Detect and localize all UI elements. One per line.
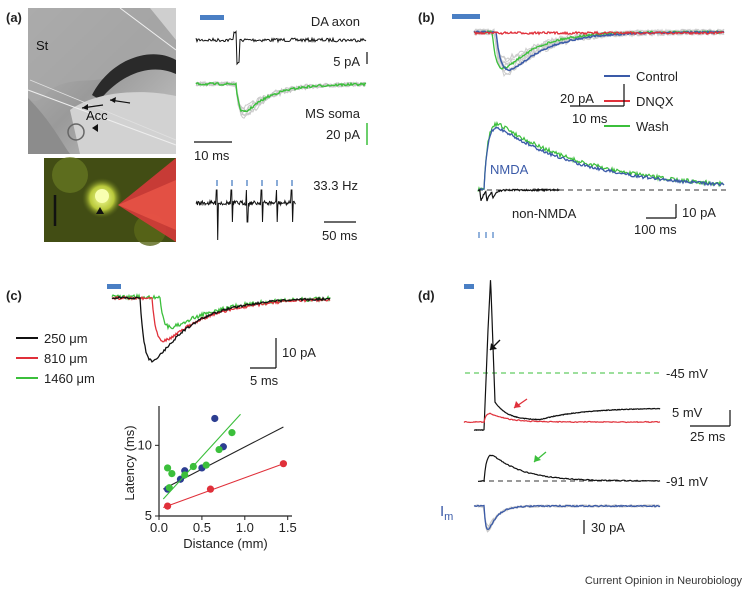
data-point-2 — [202, 461, 210, 469]
im-trace — [473, 504, 661, 531]
legend-control: Control — [636, 69, 678, 84]
panel-b: (b) Control DNQX Wash 20 pA 10 ms NMDA n… — [418, 10, 726, 238]
dnqx-trace — [474, 30, 725, 36]
non-nmda-trace — [477, 187, 560, 202]
stim-bar-a — [200, 15, 224, 20]
v45-label: -45 mV — [666, 366, 708, 381]
panel-b-label: (b) — [418, 10, 435, 25]
y-tick-label: 10 — [138, 437, 152, 452]
arrow-black-head — [490, 343, 497, 350]
x-tick-label: 1.5 — [279, 520, 297, 535]
legend-b: Control DNQX Wash — [604, 69, 678, 134]
data-point-2 — [168, 470, 176, 478]
da-axon-trace — [195, 30, 367, 66]
striatum-label: St — [36, 38, 49, 53]
data-point-2 — [215, 445, 223, 454]
nmda-label: NMDA — [490, 162, 529, 177]
data-point-1 — [279, 460, 288, 468]
panel-a-label: (a) — [6, 10, 22, 25]
x-tick-label: 0.5 — [193, 520, 211, 535]
time-scale-label-train: 50 ms — [322, 228, 358, 243]
legend-c: 250 μm 810 μm 1460 μm — [16, 331, 95, 386]
arrow-green-head — [534, 455, 541, 462]
time-scale-label-b: 10 ms — [572, 111, 608, 126]
amp-scale-label-b2: 10 pA — [682, 205, 716, 220]
freq-label: 33.3 Hz — [313, 178, 358, 193]
legend-wash: Wash — [636, 119, 669, 134]
legend-1460um: 1460 μm — [44, 371, 95, 386]
v91-label: -91 mV — [666, 474, 708, 489]
ms-soma-trace — [195, 81, 367, 113]
da-scale-label: 5 pA — [333, 54, 360, 69]
journal-credit: Current Opinion in Neurobiology — [585, 575, 743, 587]
arrow-red-head — [514, 401, 521, 408]
fluorescence-photo — [44, 157, 176, 246]
panel-c: (c) 250 μm 810 μm 1460 μm 10 pA 5 ms Lat… — [6, 284, 331, 551]
amp-scale-label-c: 10 pA — [282, 345, 316, 360]
im-label: Im — [440, 503, 453, 523]
stim-bar-d — [464, 284, 474, 289]
current-scale-label: 30 pA — [591, 520, 625, 535]
x-axis-label: Distance (mm) — [183, 536, 268, 551]
time-scale-label-c: 5 ms — [250, 373, 279, 388]
y-axis-label: Latency (ms) — [122, 425, 137, 500]
train-trace — [195, 189, 296, 241]
trace-250um — [111, 295, 331, 363]
data-point-2 — [181, 471, 189, 479]
data-point-2 — [228, 429, 236, 437]
x-tick-label: 0.0 — [150, 520, 168, 535]
subthreshold-red-trace — [463, 412, 661, 424]
data-point-0 — [211, 414, 219, 423]
stim-bar-b — [452, 14, 480, 19]
data-point-1 — [163, 502, 172, 510]
amp-scale-label-d: 5 mV — [672, 405, 703, 420]
panel-c-label: (c) — [6, 288, 22, 303]
da-axon-label: DA axon — [311, 14, 360, 29]
spike-trace — [473, 280, 661, 432]
ms-soma-label: MS soma — [305, 106, 361, 121]
latency-scatter: Latency (ms) Distance (mm) 0.0 0.5 1.0 1.5 5… — [122, 406, 297, 551]
slice-photo: St Acc — [27, 7, 177, 154]
nmda-control-trace — [477, 126, 725, 192]
non-nmda-label: non-NMDA — [512, 206, 577, 221]
y-tick-label: 5 — [145, 508, 152, 523]
data-point-1 — [206, 485, 215, 493]
legend-810um: 810 μm — [44, 351, 88, 366]
panel-d: (d) -45 mV 5 mV 25 ms -91 mV Im 30 pA — [418, 280, 731, 535]
time-scale-label-b2: 100 ms — [634, 222, 677, 237]
im-trials — [473, 504, 661, 533]
ms-scale-label: 20 pA — [326, 127, 360, 142]
fit-line-2 — [162, 413, 241, 500]
time-scale-label-a: 10 ms — [194, 148, 230, 163]
panel-a: (a) St Acc — [6, 7, 368, 246]
data-point-2 — [163, 464, 172, 472]
data-point-2 — [165, 484, 173, 492]
hyperpolarized-trace — [477, 454, 661, 483]
control-trace — [473, 30, 725, 72]
fit-line-1 — [163, 463, 284, 509]
legend-dnqx: DNQX — [636, 94, 674, 109]
accumbens-label: Acc — [86, 108, 108, 123]
x-tick-label: 1.0 — [236, 520, 254, 535]
stim-bar-c — [107, 284, 121, 289]
data-point-2 — [189, 462, 197, 471]
time-scale-label-d: 25 ms — [690, 429, 726, 444]
trace-810um — [111, 295, 331, 343]
train-ticks — [216, 180, 293, 186]
nmda-stim-ticks — [478, 232, 494, 238]
amp-scale-label-b: 20 pA — [560, 91, 594, 106]
legend-250um: 250 μm — [44, 331, 88, 346]
panel-d-label: (d) — [418, 288, 435, 303]
